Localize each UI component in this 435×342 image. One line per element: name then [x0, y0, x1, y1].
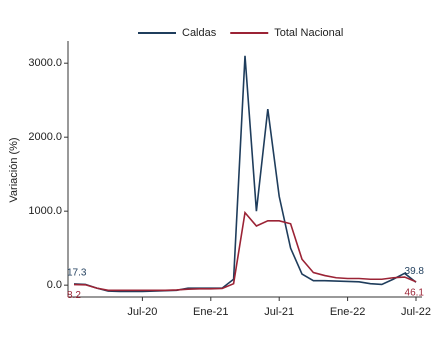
legend-label: Total Nacional	[274, 27, 343, 39]
y-tick-label: 2000.0	[28, 131, 62, 143]
data-label: 46.1	[405, 287, 425, 298]
x-tick-label: Ene-21	[193, 306, 228, 318]
x-tick-label: Ene-22	[330, 306, 365, 318]
x-tick-label: Jul-21	[264, 306, 294, 318]
data-label: 39.8	[405, 266, 425, 277]
data-label: 17.3	[67, 268, 87, 279]
y-tick-label: 1000.0	[28, 205, 62, 217]
y-axis-title: Variación (%)	[8, 137, 20, 202]
legend-label: Caldas	[182, 27, 217, 39]
y-tick-label: 3000.0	[28, 57, 62, 69]
x-tick-label: Jul-20	[127, 306, 157, 318]
series-line	[73, 210, 417, 292]
y-tick-label: 0.0	[47, 279, 62, 291]
data-label: 8.2	[67, 290, 81, 301]
series-line	[73, 55, 417, 293]
x-tick-label: Jul-22	[401, 306, 431, 318]
